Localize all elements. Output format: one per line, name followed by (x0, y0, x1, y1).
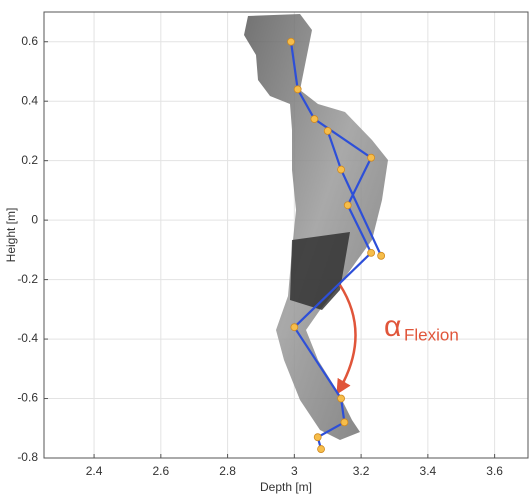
joint (310, 115, 319, 123)
joint (337, 165, 345, 174)
point-cloud-silhouette (244, 14, 388, 440)
joint (367, 248, 376, 257)
y-tick-label: -0.4 (17, 331, 38, 345)
x-tick-label: 3.4 (420, 464, 437, 478)
x-tick-label: 2.6 (152, 464, 169, 478)
x-tick-label: 3.6 (486, 464, 503, 478)
thigh-shadow (290, 232, 350, 310)
joint (287, 37, 295, 46)
joint (337, 394, 345, 403)
x-tick-label: 2.8 (219, 464, 236, 478)
y-tick-label: 0 (31, 212, 38, 226)
x-tick-label: 3.2 (353, 464, 370, 478)
joint (317, 445, 325, 453)
y-tick-label: 0.2 (21, 153, 38, 167)
plot-frame (43, 11, 529, 459)
x-tick-label: 3 (291, 464, 298, 478)
joint (377, 251, 386, 260)
flexion-arc (336, 284, 357, 395)
y-tick-label: 0.6 (21, 34, 38, 48)
joint (313, 433, 322, 442)
skeleton (287, 37, 386, 453)
joint (367, 153, 376, 162)
y-axis-label: Height [m] (4, 208, 18, 263)
joint (290, 323, 299, 332)
y-tick-label: -0.8 (17, 450, 38, 464)
y-tick-label: -0.2 (17, 272, 38, 286)
x-tick-label: 2.4 (86, 464, 103, 478)
x-axis-label: Depth [m] (260, 480, 312, 494)
joint (323, 127, 332, 135)
joint (293, 85, 302, 94)
y-tick-label: 0.4 (21, 93, 38, 107)
annotation-symbol: α (384, 310, 401, 343)
joint (340, 418, 349, 427)
annotation-subscript: Flexion (404, 325, 459, 344)
joint (343, 201, 352, 210)
y-tick-label: -0.6 (17, 391, 38, 405)
